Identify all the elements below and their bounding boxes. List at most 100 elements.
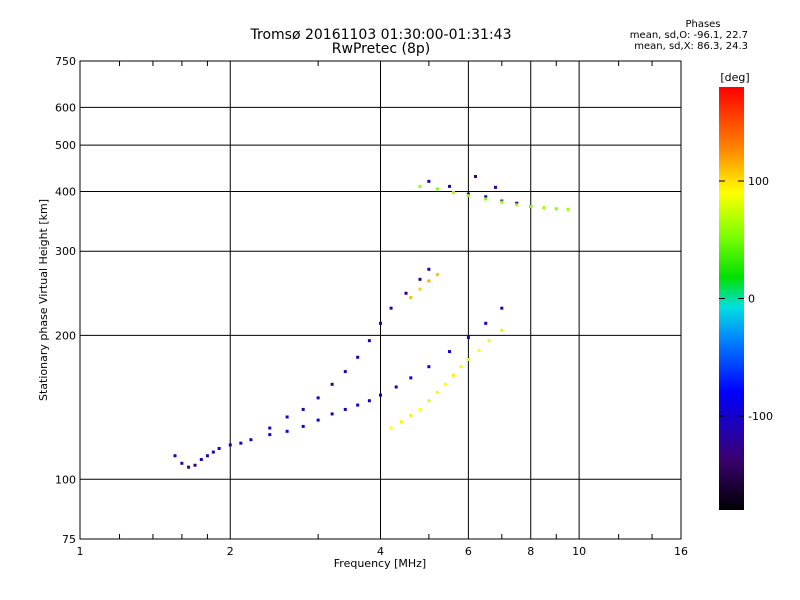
- data-point: [379, 393, 382, 397]
- data-point: [409, 296, 413, 300]
- data-point: [409, 413, 413, 417]
- y-tick-label: 400: [55, 185, 76, 198]
- data-point: [418, 277, 422, 281]
- data-point: [484, 197, 488, 201]
- data-point: [466, 192, 470, 196]
- data-point: [343, 407, 347, 411]
- x-tick-label: 4: [377, 545, 384, 558]
- data-point: [435, 187, 439, 191]
- data-point: [500, 328, 504, 332]
- data-point: [418, 184, 422, 188]
- y-tick-label: 75: [62, 533, 76, 546]
- data-point: [239, 441, 243, 445]
- data-point: [427, 179, 431, 183]
- y-tick-label: 300: [55, 245, 76, 258]
- data-point: [199, 457, 203, 461]
- y-axis-label: Stationary phase Virtual Height [km]: [37, 199, 50, 401]
- x-tick-label: 2: [227, 545, 234, 558]
- data-point: [466, 335, 470, 339]
- data-point: [427, 399, 431, 403]
- colorbar-tick-label: 0: [748, 293, 755, 306]
- x-tick-label: 8: [527, 545, 534, 558]
- x-tick-label: 16: [674, 545, 688, 558]
- data-point: [367, 339, 371, 343]
- data-point: [211, 450, 215, 454]
- data-point: [427, 279, 431, 283]
- data-point: [330, 412, 334, 416]
- data-point: [444, 382, 448, 386]
- data-point: [448, 350, 452, 354]
- data-point: [268, 426, 272, 430]
- data-point: [566, 207, 570, 211]
- data-point: [404, 291, 408, 295]
- data-point: [427, 365, 431, 369]
- data-point: [500, 306, 504, 310]
- data-point: [268, 433, 272, 437]
- data-point: [466, 358, 470, 362]
- data-point: [367, 399, 371, 403]
- data-point: [515, 201, 519, 205]
- chart-subtitle: RwPretec (8p): [331, 41, 431, 57]
- x-axis-ticks: 1 2 4 6 8 10 16: [77, 61, 688, 558]
- data-point: [418, 287, 422, 291]
- data-point: [448, 184, 452, 188]
- y-tick-label: 100: [55, 473, 76, 486]
- data-point: [173, 454, 177, 458]
- chart-title: Tromsø 20161103 01:30:00-01:31:43: [250, 27, 512, 43]
- data-point: [542, 206, 546, 210]
- data-point: [330, 382, 334, 386]
- data-point: [500, 200, 504, 204]
- data-point: [409, 376, 413, 380]
- data-point: [285, 429, 289, 433]
- data-point: [554, 207, 558, 211]
- data-point: [459, 365, 463, 369]
- x-axis-label: Frequency [MHz]: [334, 557, 426, 570]
- data-point: [466, 194, 470, 198]
- x-tick-label: 6: [465, 545, 472, 558]
- data-point: [356, 355, 360, 359]
- data-point: [301, 424, 305, 428]
- data-point: [473, 174, 477, 178]
- colorbar-ticks: 100 0 -100: [719, 175, 773, 423]
- data-point: [435, 390, 439, 394]
- data-point: [477, 348, 481, 352]
- data-points: [173, 174, 570, 469]
- data-point: [389, 306, 393, 310]
- colorbar-tick-label: 100: [748, 175, 769, 188]
- data-point: [301, 407, 305, 411]
- data-point: [205, 454, 209, 458]
- data-point: [451, 191, 455, 195]
- data-point: [451, 373, 455, 377]
- data-point: [435, 273, 439, 277]
- data-point: [484, 195, 488, 199]
- data-point: [180, 461, 184, 465]
- y-axis-ticks: 75 100 200 300 400 500 600 750: [55, 55, 76, 546]
- data-point: [193, 463, 197, 467]
- y-tick-label: 750: [55, 55, 76, 68]
- data-point: [418, 407, 422, 411]
- data-point: [343, 370, 347, 374]
- data-point: [399, 420, 403, 424]
- data-point: [187, 465, 191, 469]
- data-point: [379, 321, 382, 325]
- phase-heading: Phases: [685, 19, 721, 30]
- data-point: [228, 443, 232, 447]
- data-point: [356, 403, 360, 407]
- plot-frame: [79, 60, 682, 540]
- data-point: [249, 438, 253, 442]
- phase-x-line: mean, sd,X: 86.3, 24.3: [634, 41, 748, 52]
- data-point: [487, 339, 491, 343]
- colorbar-tick-label: -100: [748, 410, 773, 423]
- data-point: [529, 205, 533, 209]
- grid-lines: [80, 61, 681, 539]
- data-point: [394, 385, 398, 389]
- phase-stats: Phases mean, sd,O: -96.1, 22.7 mean, sd,…: [598, 19, 748, 52]
- data-point: [515, 203, 519, 207]
- y-tick-label: 500: [55, 139, 76, 152]
- colorbar-label: [deg]: [720, 71, 749, 84]
- data-point: [217, 446, 221, 450]
- data-point: [494, 185, 498, 189]
- x-tick-label: 1: [77, 545, 84, 558]
- y-tick-label: 200: [55, 329, 76, 342]
